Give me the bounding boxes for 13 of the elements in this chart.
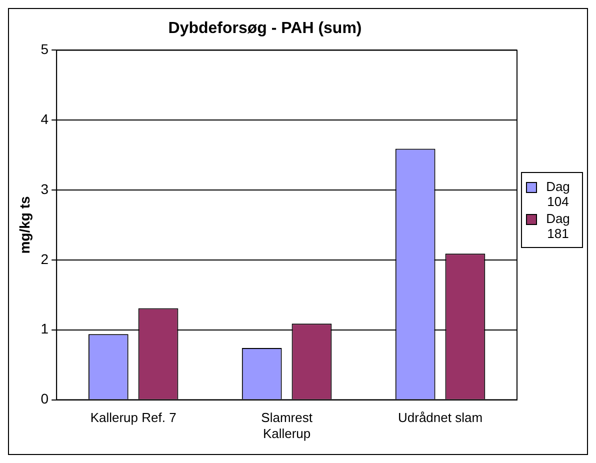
y-tick-label: 4 xyxy=(40,110,49,127)
y-tick-label: 3 xyxy=(40,180,49,197)
chart-title: Dybdeforsøg - PAH (sum) xyxy=(168,20,362,38)
y-axis-title: mg/kg ts xyxy=(16,196,32,254)
x-tick-label: Kallerup Ref. 7 xyxy=(90,410,176,426)
y-tick-label: 2 xyxy=(40,250,49,267)
y-tick-label: 5 xyxy=(40,41,49,58)
y-tick-label: 1 xyxy=(40,320,49,337)
x-tick-label: Slamrest Kallerup xyxy=(261,410,313,441)
y-tick-label: 0 xyxy=(40,390,49,407)
legend-label: Dag 104 xyxy=(545,179,571,209)
legend-label: Dag 181 xyxy=(545,211,571,241)
x-tick-label: Udrådnet slam xyxy=(398,410,483,426)
